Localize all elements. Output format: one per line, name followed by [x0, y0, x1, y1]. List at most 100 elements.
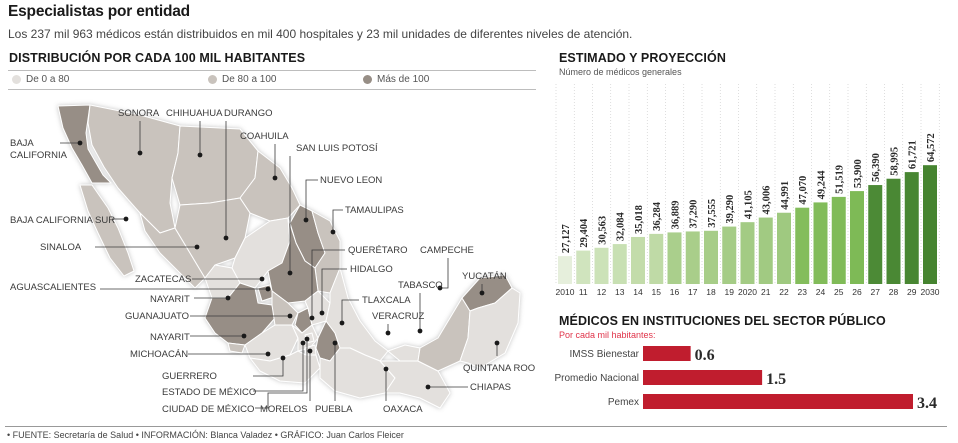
leader-line-queretaro [311, 249, 345, 318]
state-label-sinaloa: SINALOA [40, 242, 82, 253]
bar-16 [667, 232, 682, 284]
state-label-tlaxcala: TLAXCALA [362, 295, 411, 306]
leader-line-tamaulipas [332, 209, 343, 232]
state-label-chihuahua: CHIHUAHUA [166, 108, 223, 119]
x-tick-label: 12 [597, 287, 607, 297]
x-tick-label: 2010 [556, 287, 575, 297]
bar-2030 [923, 165, 937, 284]
state-label-nayarit: NAYARIT [150, 294, 190, 305]
state-label-sonora: SONORA [118, 108, 160, 119]
x-tick-label: 24 [816, 287, 826, 297]
legend-item-low: De 0 a 80 [12, 74, 69, 85]
state-marker-coahuila [272, 175, 278, 181]
hbar-value-label: 3.4 [917, 395, 937, 412]
bar-value-label: 36,284 [652, 201, 663, 231]
leader-line-hidalgo [321, 268, 347, 313]
state-marker-baja-california [77, 140, 83, 146]
bar-value-label: 44,991 [780, 181, 791, 210]
x-tick-label: 16 [670, 287, 680, 297]
bar-value-label: 58,995 [890, 147, 901, 176]
bar-value-label: 61,721 [908, 140, 919, 169]
legend-dot-icon [12, 75, 21, 84]
hbar-value-label: 0.6 [695, 347, 715, 364]
state-label-quintana-roo: QUINTANA ROO [463, 363, 535, 374]
projection-bar-chart: 27,127 2010 29,404 11 30,563 12 32,084 13 35,018… [556, 84, 940, 297]
hbar-pemex [643, 394, 913, 409]
bar-value-label: 47,070 [798, 176, 809, 205]
state-tabasco [387, 344, 421, 362]
state-marker-zacatecas [259, 276, 265, 282]
state-baja-california [57, 104, 112, 184]
state-label-queretaro: QUERÉTARO [348, 245, 407, 256]
x-tick-label: 21 [761, 287, 771, 297]
legend-label: Más de 100 [377, 74, 430, 85]
x-tick-label: 18 [706, 287, 716, 297]
state-marker-oaxaca [383, 366, 389, 372]
state-marker-nayarit [225, 295, 231, 301]
state-label-veracruz: VERACRUZ [372, 311, 424, 322]
bar-18 [704, 230, 718, 284]
legend-dot-icon [363, 75, 372, 84]
x-tick-label: 11 [579, 287, 588, 297]
bar-28 [886, 178, 901, 284]
state-marker-yucatan [479, 290, 485, 296]
state-marker-sinaloa [194, 244, 200, 250]
state-marker-hidalgo [319, 310, 325, 316]
state-marker-queretaro [309, 315, 315, 321]
bar-value-label: 37,555 [707, 199, 718, 228]
legend-label: De 80 a 100 [222, 74, 277, 85]
state-label-michoacan: MICHOACÁN [130, 349, 188, 360]
bar-25 [831, 196, 846, 284]
bar-24 [813, 202, 828, 284]
page-title: Especialistas por entidad [8, 3, 190, 20]
public-sector-bar-chart: IMSS Bienestar 0.6 Promedio Nacional 1.5 Pem… [555, 346, 937, 412]
bar-value-label: 30,563 [598, 216, 609, 245]
bar-value-label: 37,290 [689, 200, 700, 229]
state-marker-chiapas [425, 384, 431, 390]
bar-26 [850, 191, 864, 284]
state-label-oaxaca: OAXACA [383, 404, 423, 415]
x-tick-label: 13 [615, 287, 625, 297]
state-label-baja-california-sur: BAJA CALIFORNIA SUR [10, 215, 115, 226]
state-marker-campeche [437, 285, 443, 291]
state-label-zacatecas: ZACATECAS [135, 274, 191, 285]
map-legend: De 0 a 80 De 80 a 100 Más de 100 [8, 70, 536, 90]
bar-17 [685, 231, 700, 284]
bar-value-label: 51,519 [835, 165, 846, 194]
state-marker-tamaulipas [330, 229, 336, 235]
state-marker-veracruz [385, 330, 391, 336]
leader-line-guerrero [253, 358, 284, 377]
state-label-tabasco: TABASCO [398, 280, 443, 291]
legend-dot-icon [208, 75, 217, 84]
bar-value-label: 32,084 [616, 211, 627, 241]
leader-line-nuevo-leon [305, 179, 318, 220]
hbar-imss-bienestar [643, 346, 691, 361]
state-marker-estado-de-mexico [300, 340, 306, 346]
hbar-value-label: 1.5 [766, 371, 786, 388]
bar-14 [631, 236, 645, 284]
bar-value-label: 64,572 [926, 133, 937, 162]
footer-divider [5, 426, 947, 427]
state-colima [227, 342, 246, 354]
hbar-category-label: Pemex [608, 397, 639, 408]
bar-29 [904, 172, 919, 284]
bar-22 [777, 212, 791, 284]
x-tick-label: 19 [725, 287, 735, 297]
leader-line-tlaxcala [341, 299, 359, 323]
bar-value-label: 27,127 [561, 224, 572, 253]
bar-value-label: 49,244 [817, 170, 828, 200]
x-tick-label: 17 [688, 287, 698, 297]
bar-value-label: 53,900 [853, 159, 864, 188]
state-label-puebla: PUEBLA [315, 404, 353, 415]
x-tick-label: 23 [798, 287, 808, 297]
state-marker-baja-california-sur [123, 216, 129, 222]
state-label-yucatan: YUCATÁN [462, 271, 507, 282]
x-tick-label: 28 [889, 287, 899, 297]
legend-item-high: Más de 100 [363, 74, 429, 85]
state-label-baja-california: BAJA CALIFORNIA [10, 138, 68, 161]
leader-line-campeche [440, 258, 449, 289]
state-marker-durango [223, 235, 229, 241]
state-label-aguascalientes: AGUASCALIENTES [10, 282, 96, 293]
state-marker-tabasco [417, 328, 423, 334]
bar-value-label: 43,006 [762, 186, 773, 215]
